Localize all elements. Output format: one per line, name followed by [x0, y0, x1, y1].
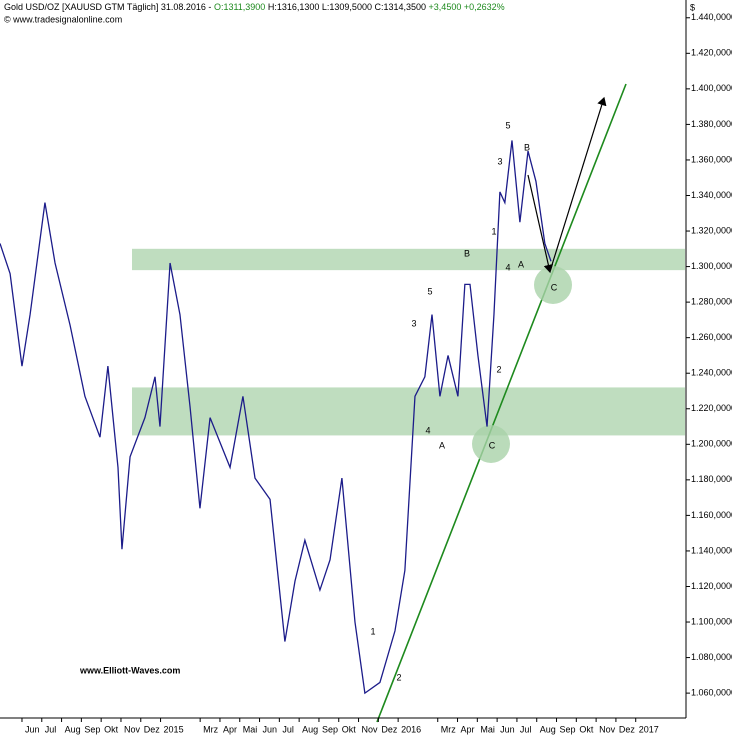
y-tick-label: 1.120,0000: [691, 581, 732, 591]
wave-label: 3: [411, 318, 416, 328]
x-tick-label: Mai: [480, 724, 495, 734]
x-tick-label: Jun: [25, 724, 40, 734]
header-title: Gold USD/OZ [XAUUSD GTM Täglich] 31.08.2…: [4, 2, 211, 12]
header-low: L:1309,5000: [322, 2, 372, 12]
x-tick-label: Okt: [104, 724, 119, 734]
y-tick-label: 1.380,0000: [691, 119, 732, 129]
wave-label: 2: [396, 672, 401, 682]
zone: [132, 387, 685, 436]
x-tick-label: Sep: [560, 724, 576, 734]
x-tick-label: Dez: [144, 724, 161, 734]
zone: [132, 248, 685, 271]
x-tick-label: Aug: [65, 724, 81, 734]
y-tick-label: 1.180,0000: [691, 474, 732, 484]
x-tick-label: 2017: [639, 724, 659, 734]
wave-label: B: [524, 142, 530, 152]
header-change: +3,4500 +0,2632%: [429, 2, 505, 12]
y-tick-label: 1.420,0000: [691, 48, 732, 58]
y-tick-label: 1.340,0000: [691, 190, 732, 200]
y-tick-label: 1.200,0000: [691, 439, 732, 449]
y-tick-label: 1.220,0000: [691, 403, 732, 413]
x-tick-label: Jun: [263, 724, 278, 734]
x-tick-label: Jun: [500, 724, 515, 734]
header-high: H:1316,1300: [268, 2, 320, 12]
zones: [132, 248, 685, 436]
wave-label: 4: [425, 425, 430, 435]
y-tick-label: 1.160,0000: [691, 510, 732, 520]
x-tick-label: Jul: [45, 724, 57, 734]
wave-label: C: [551, 282, 558, 292]
wave-label: 1: [370, 626, 375, 636]
x-tick-label: 2015: [164, 724, 184, 734]
currency: $: [690, 2, 695, 12]
x-tick-label: Aug: [302, 724, 318, 734]
header: Gold USD/OZ [XAUUSD GTM Täglich] 31.08.2…: [4, 2, 505, 12]
wave-label: 5: [427, 286, 432, 296]
x-tick-label: Dez: [619, 724, 636, 734]
x-tick-label: Apr: [223, 724, 237, 734]
projection-arrow: [550, 96, 607, 269]
price-line: [0, 140, 552, 695]
y-tick-label: 1.260,0000: [691, 332, 732, 342]
x-tick-label: Okt: [579, 724, 594, 734]
wave-label: C: [489, 440, 496, 450]
x-tick-label: Nov: [599, 724, 616, 734]
wave-label: 2: [496, 364, 501, 374]
y-tick-label: 1.360,0000: [691, 154, 732, 164]
highlight-circle: [534, 266, 572, 304]
x-tick-label: Mai: [243, 724, 258, 734]
x-tick-label: Mrz: [441, 724, 456, 734]
wave-label: 5: [505, 120, 510, 130]
y-tick-label: 1.300,0000: [691, 261, 732, 271]
x-tick-label: Aug: [540, 724, 556, 734]
x-tick-label: Jul: [282, 724, 294, 734]
wave-label: A: [439, 440, 445, 450]
x-tick-label: Dez: [381, 724, 398, 734]
wave-label: A: [518, 259, 524, 269]
y-tick-label: 1.060,0000: [691, 687, 732, 697]
y-tick-label: 1.240,0000: [691, 368, 732, 378]
y-tick-label: 1.400,0000: [691, 83, 732, 93]
x-tick-label: Mrz: [203, 724, 218, 734]
x-tick-label: Nov: [124, 724, 141, 734]
x-tick-label: Sep: [322, 724, 338, 734]
highlight-circle: [472, 425, 510, 463]
wave-label: B: [464, 248, 470, 258]
y-tick-label: 1.440,0000: [691, 12, 732, 22]
trend-line: [376, 83, 627, 723]
header-open: O:1311,3900: [214, 2, 265, 12]
y-tick-label: 1.140,0000: [691, 545, 732, 555]
y-tick-label: 1.280,0000: [691, 297, 732, 307]
x-tick-label: Jul: [520, 724, 532, 734]
wave-label: 3: [497, 156, 502, 166]
x-tick-label: Sep: [84, 724, 100, 734]
y-tick-label: 1.320,0000: [691, 225, 732, 235]
x-tick-label: Apr: [461, 724, 475, 734]
projection-arrow: [527, 174, 554, 274]
x-tick-label: Nov: [362, 724, 379, 734]
source: © www.tradesignalonline.com: [4, 14, 122, 24]
wave-label: 1: [491, 226, 496, 236]
y-tick-label: 1.080,0000: [691, 652, 732, 662]
wave-label: 4: [505, 262, 510, 272]
y-tick-label: 1.100,0000: [691, 616, 732, 626]
x-tick-label: Okt: [342, 724, 357, 734]
x-tick-label: 2016: [401, 724, 421, 734]
header-close: C:1314,3500: [374, 2, 426, 12]
watermark: www.Elliott-Waves.com: [79, 665, 180, 675]
